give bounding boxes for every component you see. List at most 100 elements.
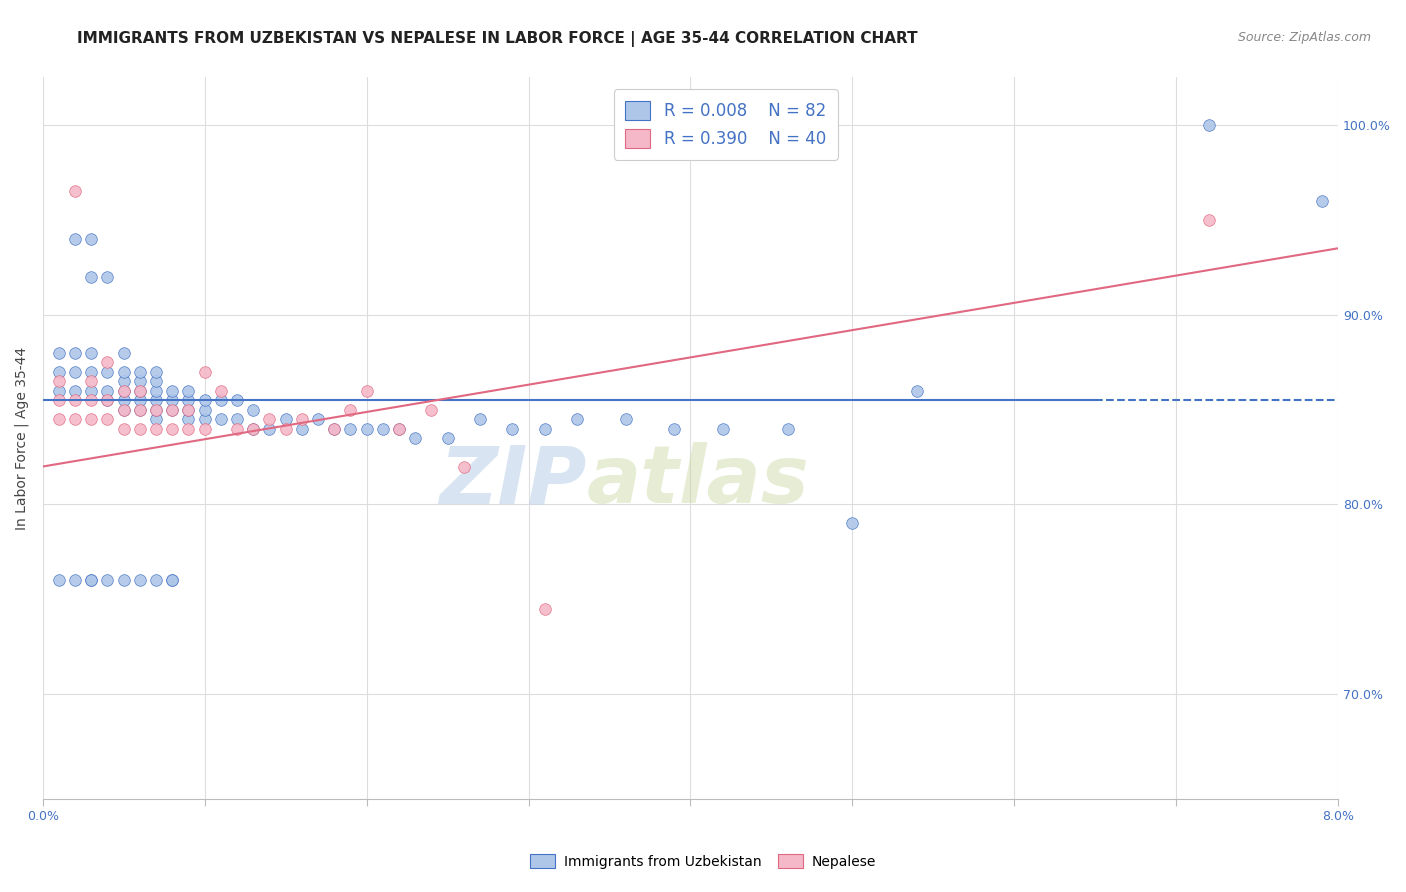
Point: [565, 412, 588, 426]
Point: [128, 421, 150, 435]
Point: [96, 412, 118, 426]
Point: [96, 393, 118, 408]
Point: [48, 384, 70, 398]
Point: [388, 421, 411, 435]
Point: [128, 393, 150, 408]
Point: [291, 421, 314, 435]
Point: [339, 421, 361, 435]
Point: [128, 365, 150, 379]
Point: [145, 393, 167, 408]
Point: [112, 345, 135, 359]
Point: [48, 374, 70, 388]
Point: [162, 384, 184, 398]
Legend: Immigrants from Uzbekistan, Nepalese: Immigrants from Uzbekistan, Nepalese: [524, 848, 882, 874]
Point: [63, 393, 86, 408]
Point: [112, 384, 135, 398]
Text: IMMIGRANTS FROM UZBEKISTAN VS NEPALESE IN LABOR FORCE | AGE 35-44 CORRELATION CH: IMMIGRANTS FROM UZBEKISTAN VS NEPALESE I…: [77, 31, 918, 47]
Point: [145, 384, 167, 398]
Point: [371, 421, 394, 435]
Point: [194, 365, 217, 379]
Point: [323, 421, 346, 435]
Point: [128, 374, 150, 388]
Point: [128, 402, 150, 417]
Point: [48, 345, 70, 359]
Point: [112, 402, 135, 417]
Point: [356, 384, 378, 398]
Point: [339, 402, 361, 417]
Point: [420, 402, 443, 417]
Point: [194, 402, 217, 417]
Point: [80, 384, 103, 398]
Point: [112, 374, 135, 388]
Point: [96, 574, 118, 588]
Text: atlas: atlas: [586, 442, 810, 520]
Point: [63, 345, 86, 359]
Point: [80, 574, 103, 588]
Point: [145, 402, 167, 417]
Point: [177, 421, 200, 435]
Point: [112, 402, 135, 417]
Point: [112, 393, 135, 408]
Point: [226, 421, 249, 435]
Point: [162, 574, 184, 588]
Point: [48, 393, 70, 408]
Point: [80, 232, 103, 246]
Point: [274, 421, 297, 435]
Point: [48, 574, 70, 588]
Point: [162, 421, 184, 435]
Point: [259, 421, 281, 435]
Point: [242, 421, 264, 435]
Point: [242, 402, 264, 417]
Point: [291, 412, 314, 426]
Point: [226, 393, 249, 408]
Point: [128, 384, 150, 398]
Point: [307, 412, 329, 426]
Point: [63, 384, 86, 398]
Point: [80, 365, 103, 379]
Point: [128, 384, 150, 398]
Point: [453, 459, 475, 474]
Point: [388, 421, 411, 435]
Point: [80, 269, 103, 284]
Point: [96, 393, 118, 408]
Point: [209, 384, 232, 398]
Point: [80, 412, 103, 426]
Point: [209, 412, 232, 426]
Point: [96, 365, 118, 379]
Text: ZIP: ZIP: [440, 442, 586, 520]
Point: [194, 421, 217, 435]
Y-axis label: In Labor Force | Age 35-44: In Labor Force | Age 35-44: [15, 346, 30, 530]
Point: [48, 365, 70, 379]
Point: [274, 412, 297, 426]
Point: [323, 421, 346, 435]
Point: [177, 402, 200, 417]
Point: [905, 384, 928, 398]
Point: [63, 412, 86, 426]
Point: [841, 516, 863, 531]
Point: [145, 574, 167, 588]
Point: [533, 602, 555, 616]
Point: [162, 574, 184, 588]
Point: [80, 374, 103, 388]
Point: [112, 574, 135, 588]
Point: [63, 365, 86, 379]
Point: [48, 412, 70, 426]
Point: [177, 384, 200, 398]
Point: [128, 402, 150, 417]
Point: [614, 412, 637, 426]
Point: [209, 393, 232, 408]
Point: [96, 269, 118, 284]
Point: [128, 574, 150, 588]
Point: [145, 374, 167, 388]
Point: [63, 574, 86, 588]
Point: [162, 402, 184, 417]
Point: [436, 431, 458, 445]
Point: [501, 421, 523, 435]
Point: [112, 365, 135, 379]
Point: [242, 421, 264, 435]
Point: [177, 393, 200, 408]
Point: [145, 402, 167, 417]
Legend: R = 0.008    N = 82, R = 0.390    N = 40: R = 0.008 N = 82, R = 0.390 N = 40: [613, 89, 838, 160]
Point: [80, 393, 103, 408]
Point: [63, 232, 86, 246]
